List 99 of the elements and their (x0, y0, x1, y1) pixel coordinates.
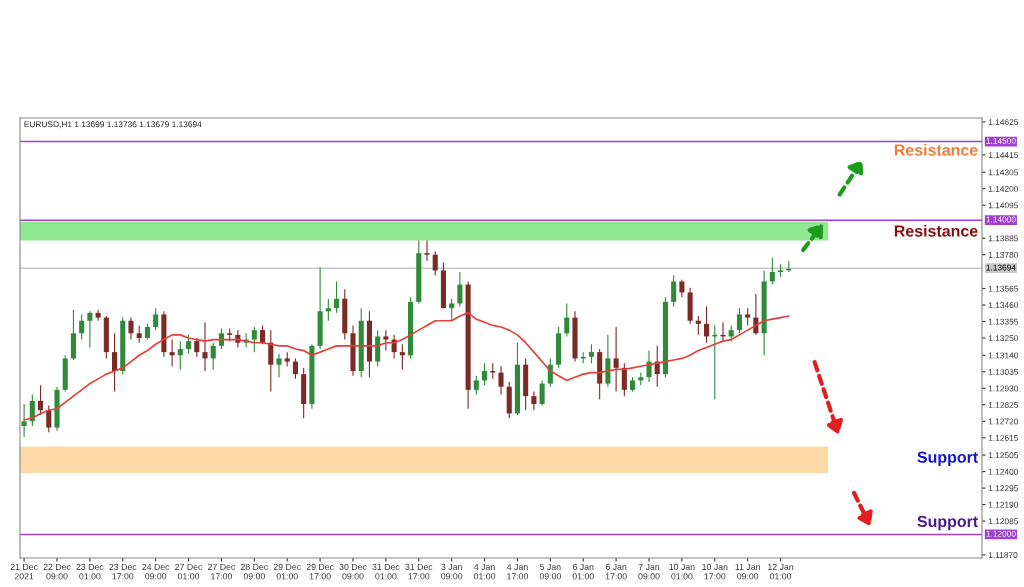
annotation: Support (917, 451, 978, 466)
candlestick (646, 350, 652, 383)
candlestick (588, 343, 594, 364)
x-tick-label: 6 Jan 01:00 (572, 563, 594, 580)
x-tick-label: 7 Jan 09:00 (638, 563, 660, 580)
candlestick (194, 337, 200, 358)
candlestick (177, 340, 183, 370)
ref-line-label: 1.12000 (986, 530, 1016, 537)
candlestick (482, 362, 488, 386)
annotation: Support (917, 515, 978, 531)
candlestick (128, 317, 134, 341)
y-tick-label: 1.12930 (988, 385, 1019, 392)
candlestick (564, 302, 570, 337)
x-tick-label: 4 Jan 01:00 (473, 563, 496, 580)
ref-line-label: 1.14000 (986, 216, 1016, 223)
x-tick-label: 30 Dec 09:00 (339, 563, 367, 580)
ref-line-label: 1.13694 (986, 264, 1016, 271)
y-tick-label: 1.12615 (988, 434, 1019, 441)
candlestick (218, 328, 224, 350)
chart-title: EURUSD,H1 1.13699 1.13736 1.13679 1.13694 (24, 121, 202, 129)
candlestick (268, 329, 274, 392)
x-tick-label: 27 Dec 17:00 (208, 563, 236, 580)
candlestick (46, 405, 52, 433)
y-tick-label: 1.13250 (988, 335, 1019, 342)
x-tick-label: 28 Dec 09:00 (240, 563, 268, 580)
candlestick (769, 257, 775, 286)
y-tick-label: 1.13780 (988, 251, 1019, 258)
y-tick-label: 1.13035 (988, 368, 1019, 375)
y-tick-label: 1.12400 (988, 468, 1019, 475)
ref-line-label: 1.14500 (986, 137, 1016, 144)
y-tick-label: 1.12295 (988, 485, 1019, 492)
candlestick (671, 274, 677, 308)
candlestick (292, 357, 298, 380)
candlestick (334, 280, 340, 314)
candlestick (112, 332, 118, 392)
y-tick-label: 1.14415 (988, 152, 1019, 159)
candlestick (432, 251, 438, 276)
candlestick (539, 379, 545, 407)
candlestick (79, 313, 85, 341)
y-tick-label: 1.13140 (988, 352, 1019, 359)
y-tick-label: 1.12505 (988, 452, 1019, 459)
x-tick-label: 23 Dec 17:00 (109, 563, 137, 580)
y-tick-label: 1.14625 (988, 119, 1019, 126)
x-tick-label: 6 Jan 17:00 (605, 563, 627, 580)
x-tick-label: 10 Jan 01:00 (669, 563, 695, 580)
x-tick-label: 21 Dec 2021 (10, 563, 38, 580)
candlestick (95, 309, 101, 322)
x-tick-label: 31 Dec 17:00 (405, 563, 433, 580)
candlestick (621, 362, 627, 397)
candlestick (87, 310, 93, 348)
x-tick-label: 24 Dec 09:00 (142, 563, 170, 580)
x-tick-label: 29 Dec 01:00 (273, 563, 301, 580)
candlestick (251, 326, 257, 353)
candlestick (695, 315, 701, 336)
x-tick-label: 29 Dec 17:00 (306, 563, 334, 580)
y-tick-label: 1.14200 (988, 185, 1019, 192)
x-tick-label: 12 Jan 01:00 (768, 563, 794, 580)
x-tick-label: 10 Jan 17:00 (702, 563, 728, 580)
candlestick (153, 307, 159, 331)
x-tick-label: 31 Dec 01:00 (372, 563, 400, 580)
candlestick (210, 342, 216, 370)
y-tick-label: 1.12825 (988, 401, 1019, 408)
y-tick-label: 1.13885 (988, 235, 1019, 242)
candlestick (498, 365, 504, 396)
candlestick (38, 384, 44, 416)
candlestick (399, 343, 405, 370)
candlestick (736, 307, 742, 334)
candlestick (276, 353, 282, 378)
candlestick (186, 334, 192, 355)
candlestick (449, 298, 455, 322)
candlestick (531, 390, 537, 411)
candlestick (325, 298, 331, 322)
x-tick-label: 11 Jan 09:00 (735, 563, 760, 580)
y-tick-label: 1.13355 (988, 318, 1019, 325)
candlestick (169, 339, 175, 367)
candlestick (21, 403, 27, 438)
candlestick (424, 240, 430, 262)
candlestick (457, 271, 463, 308)
x-tick-label: 3 Jan 09:00 (441, 563, 463, 580)
candlestick (704, 306, 710, 344)
annotation: Resistance (894, 144, 978, 156)
x-tick-label: 23 Dec 01:00 (76, 563, 104, 580)
x-tick-label: 27 Dec 01:00 (175, 563, 203, 580)
candlestick (613, 326, 619, 392)
y-tick-label: 1.13565 (988, 285, 1019, 292)
x-tick-label: 22 Dec 09:00 (43, 563, 71, 580)
x-tick-label: 5 Jan 09:00 (539, 563, 561, 580)
y-tick-label: 1.14305 (988, 169, 1019, 176)
y-tick-label: 1.11870 (988, 552, 1018, 558)
candlestick (473, 375, 479, 396)
y-tick-label: 1.13460 (988, 302, 1019, 309)
y-tick-label: 1.12190 (988, 501, 1019, 508)
x-tick-label: 4 Jan 17:00 (506, 563, 529, 580)
y-tick-label: 1.14095 (988, 202, 1019, 209)
y-tick-label: 1.12085 (988, 518, 1019, 525)
y-tick-label: 1.12720 (988, 418, 1019, 425)
annotation: Resistance (894, 224, 978, 237)
candlestick (202, 321, 208, 372)
candlestick (383, 329, 389, 352)
